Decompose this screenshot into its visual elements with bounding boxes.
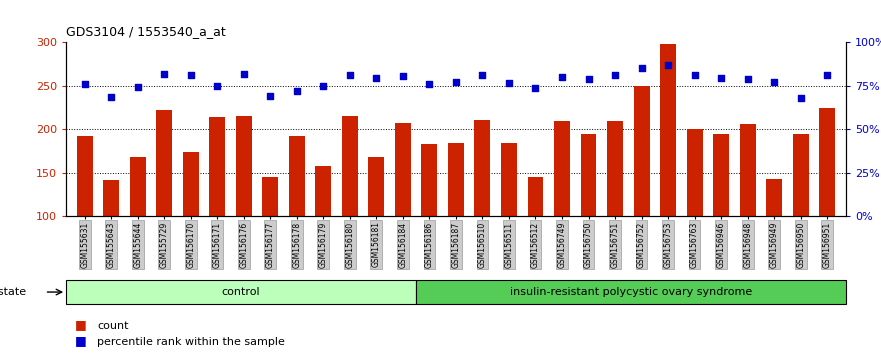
Text: count: count [97,321,129,331]
Bar [607,120,623,216]
Bar [581,133,596,216]
Bar [289,136,305,216]
Bar [210,117,226,216]
Point [396,74,410,79]
Point [767,80,781,85]
Bar [475,120,491,216]
Point [687,72,701,78]
Bar [130,157,145,216]
Bar [182,152,199,216]
Bar [368,157,384,216]
Point [263,93,278,99]
Bar [156,110,172,216]
Text: control: control [221,287,260,297]
Point [343,72,357,78]
Bar [740,124,756,216]
Point [316,83,330,89]
Text: ■: ■ [75,318,86,331]
Point [661,62,675,68]
Point [78,81,92,87]
Point [581,76,596,82]
Point [820,72,834,78]
Bar [421,144,437,216]
Point [634,66,648,72]
Point [290,88,304,94]
Point [237,71,251,76]
Bar [793,135,809,216]
Point [555,74,569,80]
Bar [77,136,93,216]
Bar [501,143,517,216]
Bar [554,121,570,216]
Text: percentile rank within the sample: percentile rank within the sample [97,337,285,347]
Bar [819,108,835,216]
Bar [633,86,649,216]
Bar [448,143,464,216]
Bar [395,123,411,216]
Text: ■: ■ [75,334,86,347]
Bar [66,280,416,304]
Bar [236,116,252,216]
Point [741,76,755,82]
Text: insulin-resistant polycystic ovary syndrome: insulin-resistant polycystic ovary syndr… [509,287,751,297]
Point [448,79,463,84]
Point [211,83,225,89]
Point [422,81,436,87]
Point [104,94,118,100]
Bar [315,166,331,216]
Point [794,95,808,101]
Point [529,86,543,91]
Point [714,75,729,81]
Point [502,80,516,86]
Bar [342,116,358,216]
Bar [660,44,676,216]
Bar [103,179,119,216]
Point [369,75,383,81]
Point [608,72,622,78]
Point [183,73,197,78]
Bar [766,179,782,216]
Text: disease state: disease state [0,287,26,297]
Bar [528,177,544,216]
Bar [686,129,702,216]
Bar [263,177,278,216]
Point [130,84,144,90]
Bar [416,280,846,304]
Point [476,73,490,78]
Text: GDS3104 / 1553540_a_at: GDS3104 / 1553540_a_at [66,25,226,38]
Point [157,71,171,76]
Bar [713,133,729,216]
